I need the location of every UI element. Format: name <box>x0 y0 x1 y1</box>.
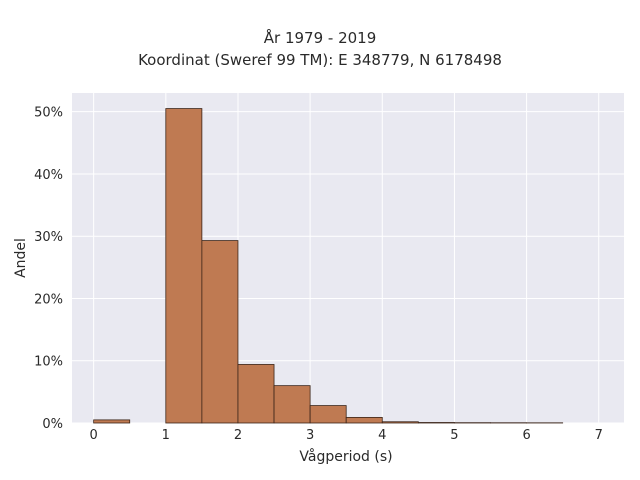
x-tick-label: 7 <box>595 428 603 443</box>
histogram-bar <box>345 416 383 424</box>
x-tick-label: 6 <box>522 428 530 443</box>
x-axis-ticks: 0 1 2 3 4 5 6 7 <box>90 428 603 443</box>
x-tick-label: 1 <box>162 428 170 443</box>
histogram-bar <box>309 405 347 424</box>
histogram-bar <box>165 108 203 424</box>
chart-title-line-2: Koordinat (Sweref 99 TM): E 348779, N 61… <box>138 51 502 69</box>
chart-title-line-1: År 1979 - 2019 <box>263 29 377 47</box>
x-tick-label: 4 <box>378 428 386 443</box>
y-tick-label: 30% <box>34 230 63 245</box>
y-axis-label: Andel <box>13 238 29 278</box>
y-axis-ticks: 0% 10% 20% 30% 40% 50% <box>34 106 63 432</box>
y-tick-label: 10% <box>34 355 63 370</box>
y-tick-label: 50% <box>34 106 63 121</box>
y-tick-label: 20% <box>34 292 63 307</box>
x-tick-label: 3 <box>306 428 314 443</box>
x-tick-label: 0 <box>90 428 98 443</box>
x-tick-label: 2 <box>234 428 242 443</box>
plot-area <box>72 93 624 423</box>
x-axis-label: Vågperiod (s) <box>299 448 392 465</box>
y-tick-label: 40% <box>34 168 63 183</box>
y-tick-label: 0% <box>42 417 63 432</box>
histogram-bars <box>93 108 564 424</box>
histogram-bar <box>381 421 419 424</box>
histogram-bar <box>237 364 275 424</box>
x-tick-label: 5 <box>450 428 458 443</box>
histogram-bar <box>201 240 239 424</box>
histogram-bar <box>93 419 131 424</box>
histogram-bar <box>273 385 311 424</box>
